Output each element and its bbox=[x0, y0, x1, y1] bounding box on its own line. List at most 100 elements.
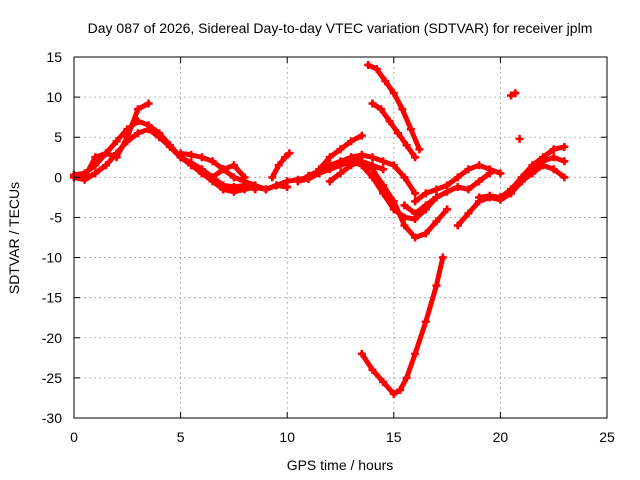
data-point bbox=[528, 169, 537, 178]
x-tick-label: 10 bbox=[279, 429, 295, 445]
data-point bbox=[379, 181, 388, 190]
grid-lines bbox=[74, 57, 607, 418]
data-point bbox=[144, 125, 153, 134]
y-tick-label: 10 bbox=[46, 89, 62, 105]
data-point bbox=[464, 185, 473, 194]
data-point bbox=[91, 153, 100, 162]
data-point bbox=[187, 150, 196, 159]
data-point bbox=[389, 389, 398, 398]
data-point bbox=[485, 191, 494, 200]
data-point bbox=[368, 153, 377, 162]
data-point bbox=[112, 153, 121, 162]
data-point bbox=[347, 161, 356, 170]
x-tick-label: 5 bbox=[177, 429, 185, 445]
series-20 bbox=[507, 89, 520, 100]
y-tick-label: -5 bbox=[50, 209, 63, 225]
data-point bbox=[485, 165, 494, 174]
data-point bbox=[381, 77, 390, 86]
data-point bbox=[336, 145, 345, 154]
data-point bbox=[379, 157, 388, 166]
data-point bbox=[251, 181, 260, 190]
data-point bbox=[268, 173, 277, 182]
y-tick-label: -30 bbox=[42, 410, 62, 426]
data-point bbox=[453, 173, 462, 182]
data-point bbox=[293, 177, 302, 186]
data-point bbox=[101, 149, 110, 158]
x-tick-label: 25 bbox=[599, 429, 615, 445]
data-point bbox=[511, 89, 520, 98]
data-point bbox=[464, 165, 473, 174]
data-point bbox=[464, 209, 473, 218]
data-point bbox=[432, 217, 441, 226]
data-point bbox=[438, 253, 447, 262]
data-point bbox=[372, 65, 381, 74]
data-point bbox=[155, 133, 164, 142]
y-axis-ticks: -30 -25 -20 -15 -10 -5 0 5 10 15 bbox=[42, 49, 607, 426]
data-point bbox=[357, 349, 366, 358]
data-point bbox=[539, 161, 548, 170]
data-point bbox=[315, 165, 324, 174]
y-tick-label: -20 bbox=[42, 330, 62, 346]
data-point bbox=[385, 117, 394, 126]
data-point bbox=[415, 145, 424, 154]
data-point bbox=[549, 165, 558, 174]
data-point bbox=[432, 281, 441, 290]
data-point bbox=[411, 189, 420, 198]
data-point bbox=[80, 173, 89, 182]
data-point bbox=[528, 161, 537, 170]
data-point bbox=[400, 173, 409, 182]
data-point bbox=[272, 181, 281, 190]
data-point bbox=[560, 142, 569, 151]
data-point bbox=[281, 153, 290, 162]
data-point bbox=[325, 177, 334, 186]
data-point bbox=[325, 161, 334, 170]
data-point bbox=[394, 129, 403, 138]
data-point bbox=[400, 221, 409, 230]
series-3 bbox=[70, 99, 153, 182]
data-point bbox=[379, 377, 388, 386]
x-tick-label: 0 bbox=[70, 429, 78, 445]
data-point bbox=[336, 169, 345, 178]
data-point bbox=[389, 161, 398, 170]
data-point bbox=[144, 99, 153, 108]
data-point bbox=[240, 173, 249, 182]
data-point bbox=[219, 181, 228, 190]
data-point bbox=[402, 373, 411, 382]
data-point bbox=[261, 185, 270, 194]
data-point bbox=[347, 137, 356, 146]
data-point bbox=[229, 161, 238, 170]
data-point bbox=[411, 233, 420, 242]
data-point bbox=[274, 161, 283, 170]
series-trace bbox=[269, 150, 292, 180]
data-point bbox=[123, 133, 132, 142]
x-axis-title: GPS time / hours bbox=[287, 457, 394, 473]
series-5 bbox=[197, 161, 249, 182]
series-trace bbox=[71, 101, 152, 180]
data-point bbox=[411, 349, 420, 358]
y-tick-label: 5 bbox=[54, 129, 62, 145]
series-12 bbox=[364, 61, 424, 154]
series-trace bbox=[359, 255, 446, 397]
y-tick-label: 0 bbox=[54, 169, 62, 185]
plot-frame bbox=[73, 56, 608, 419]
data-point bbox=[389, 197, 398, 206]
data-point bbox=[549, 153, 558, 162]
x-axis-ticks: 0 5 10 15 20 25 bbox=[70, 57, 615, 445]
data-point bbox=[475, 193, 484, 202]
data-point bbox=[112, 137, 121, 146]
data-point bbox=[515, 134, 524, 143]
data-point bbox=[517, 173, 526, 182]
data-point bbox=[400, 201, 409, 210]
series-13 bbox=[368, 99, 420, 162]
data-point bbox=[325, 153, 334, 162]
data-point bbox=[368, 161, 377, 170]
data-point bbox=[283, 177, 292, 186]
series-16 bbox=[411, 161, 505, 206]
y-tick-label: -25 bbox=[42, 370, 62, 386]
data-point bbox=[411, 197, 420, 206]
data-point bbox=[496, 169, 505, 178]
data-point bbox=[421, 229, 430, 238]
data-point bbox=[197, 169, 206, 178]
data-point bbox=[549, 145, 558, 154]
